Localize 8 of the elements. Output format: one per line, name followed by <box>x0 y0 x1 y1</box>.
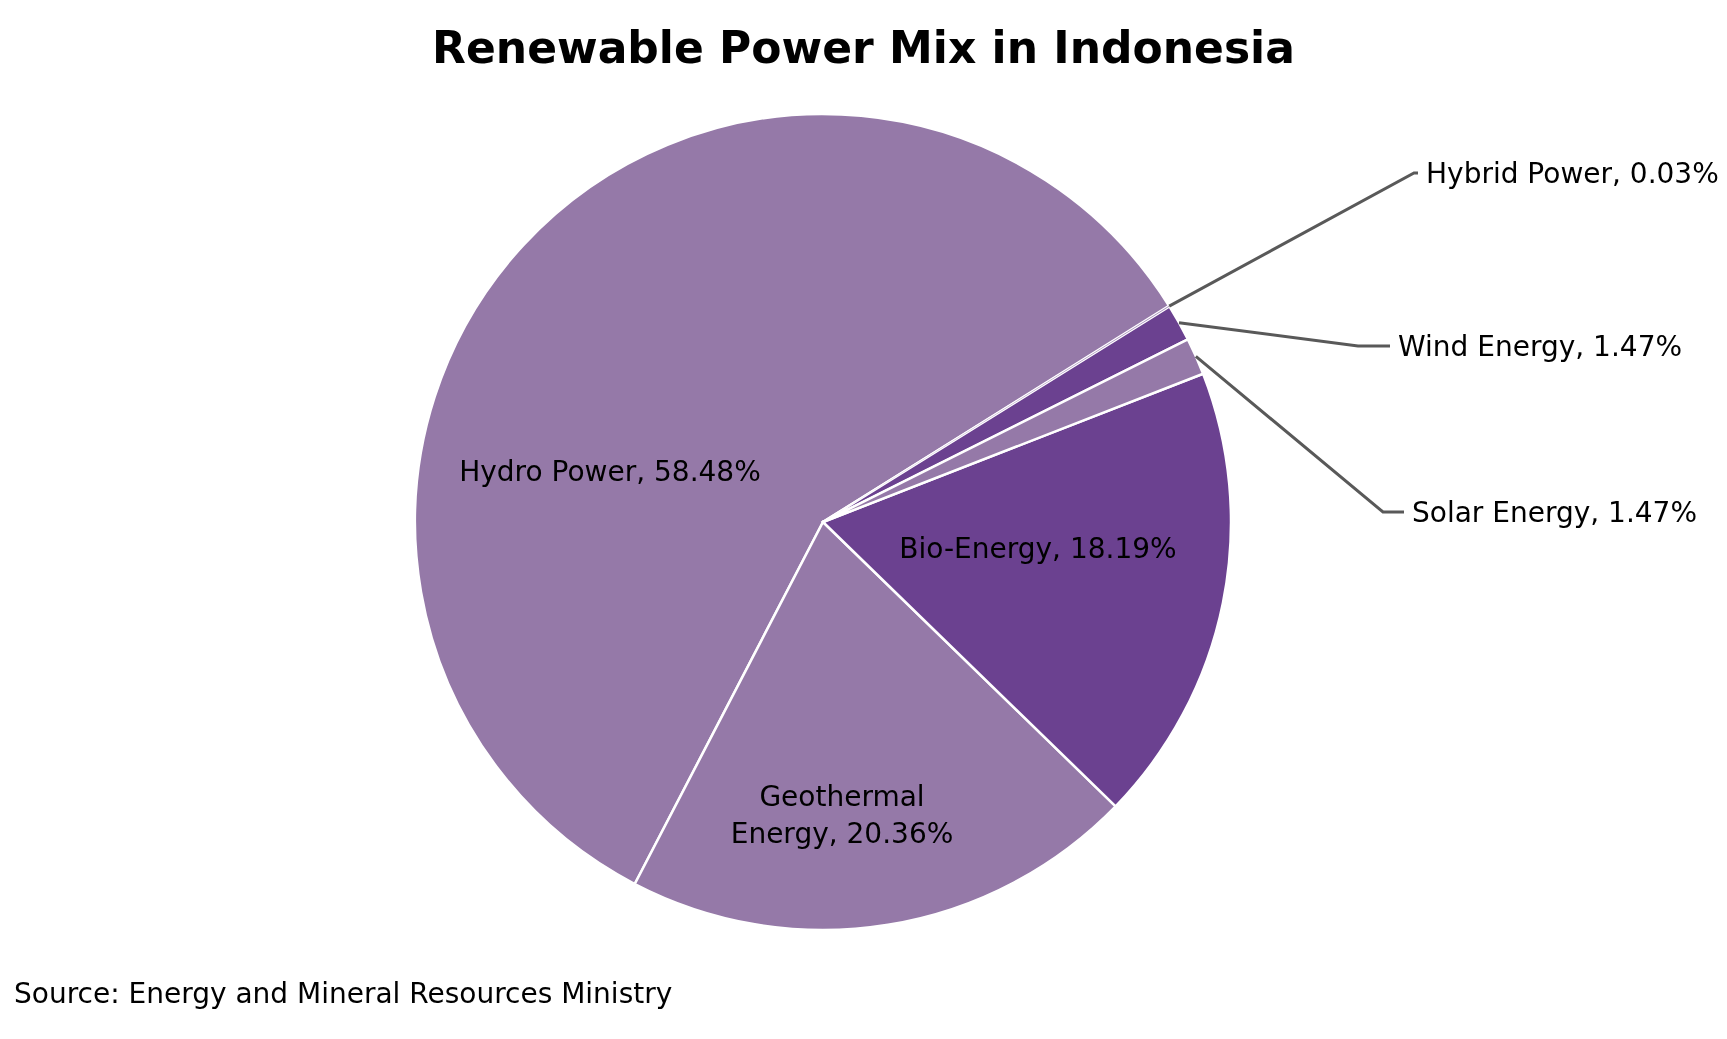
source-note: Source: Energy and Mineral Resources Ministry <box>14 977 673 1010</box>
chart-title: Renewable Power Mix in Indonesia <box>432 22 1295 73</box>
slice-label: Geothermal Energy, 20.36% <box>730 780 954 850</box>
slice-label: Hybrid Power, 0.03% <box>1426 156 1719 190</box>
slice-label: Hydro Power, 58.48% <box>459 454 761 488</box>
slice-label: Bio-Energy, 18.19% <box>899 531 1177 565</box>
slice-label: Solar Energy, 1.47% <box>1412 495 1698 529</box>
slice-label: Wind Energy, 1.47% <box>1398 329 1683 363</box>
